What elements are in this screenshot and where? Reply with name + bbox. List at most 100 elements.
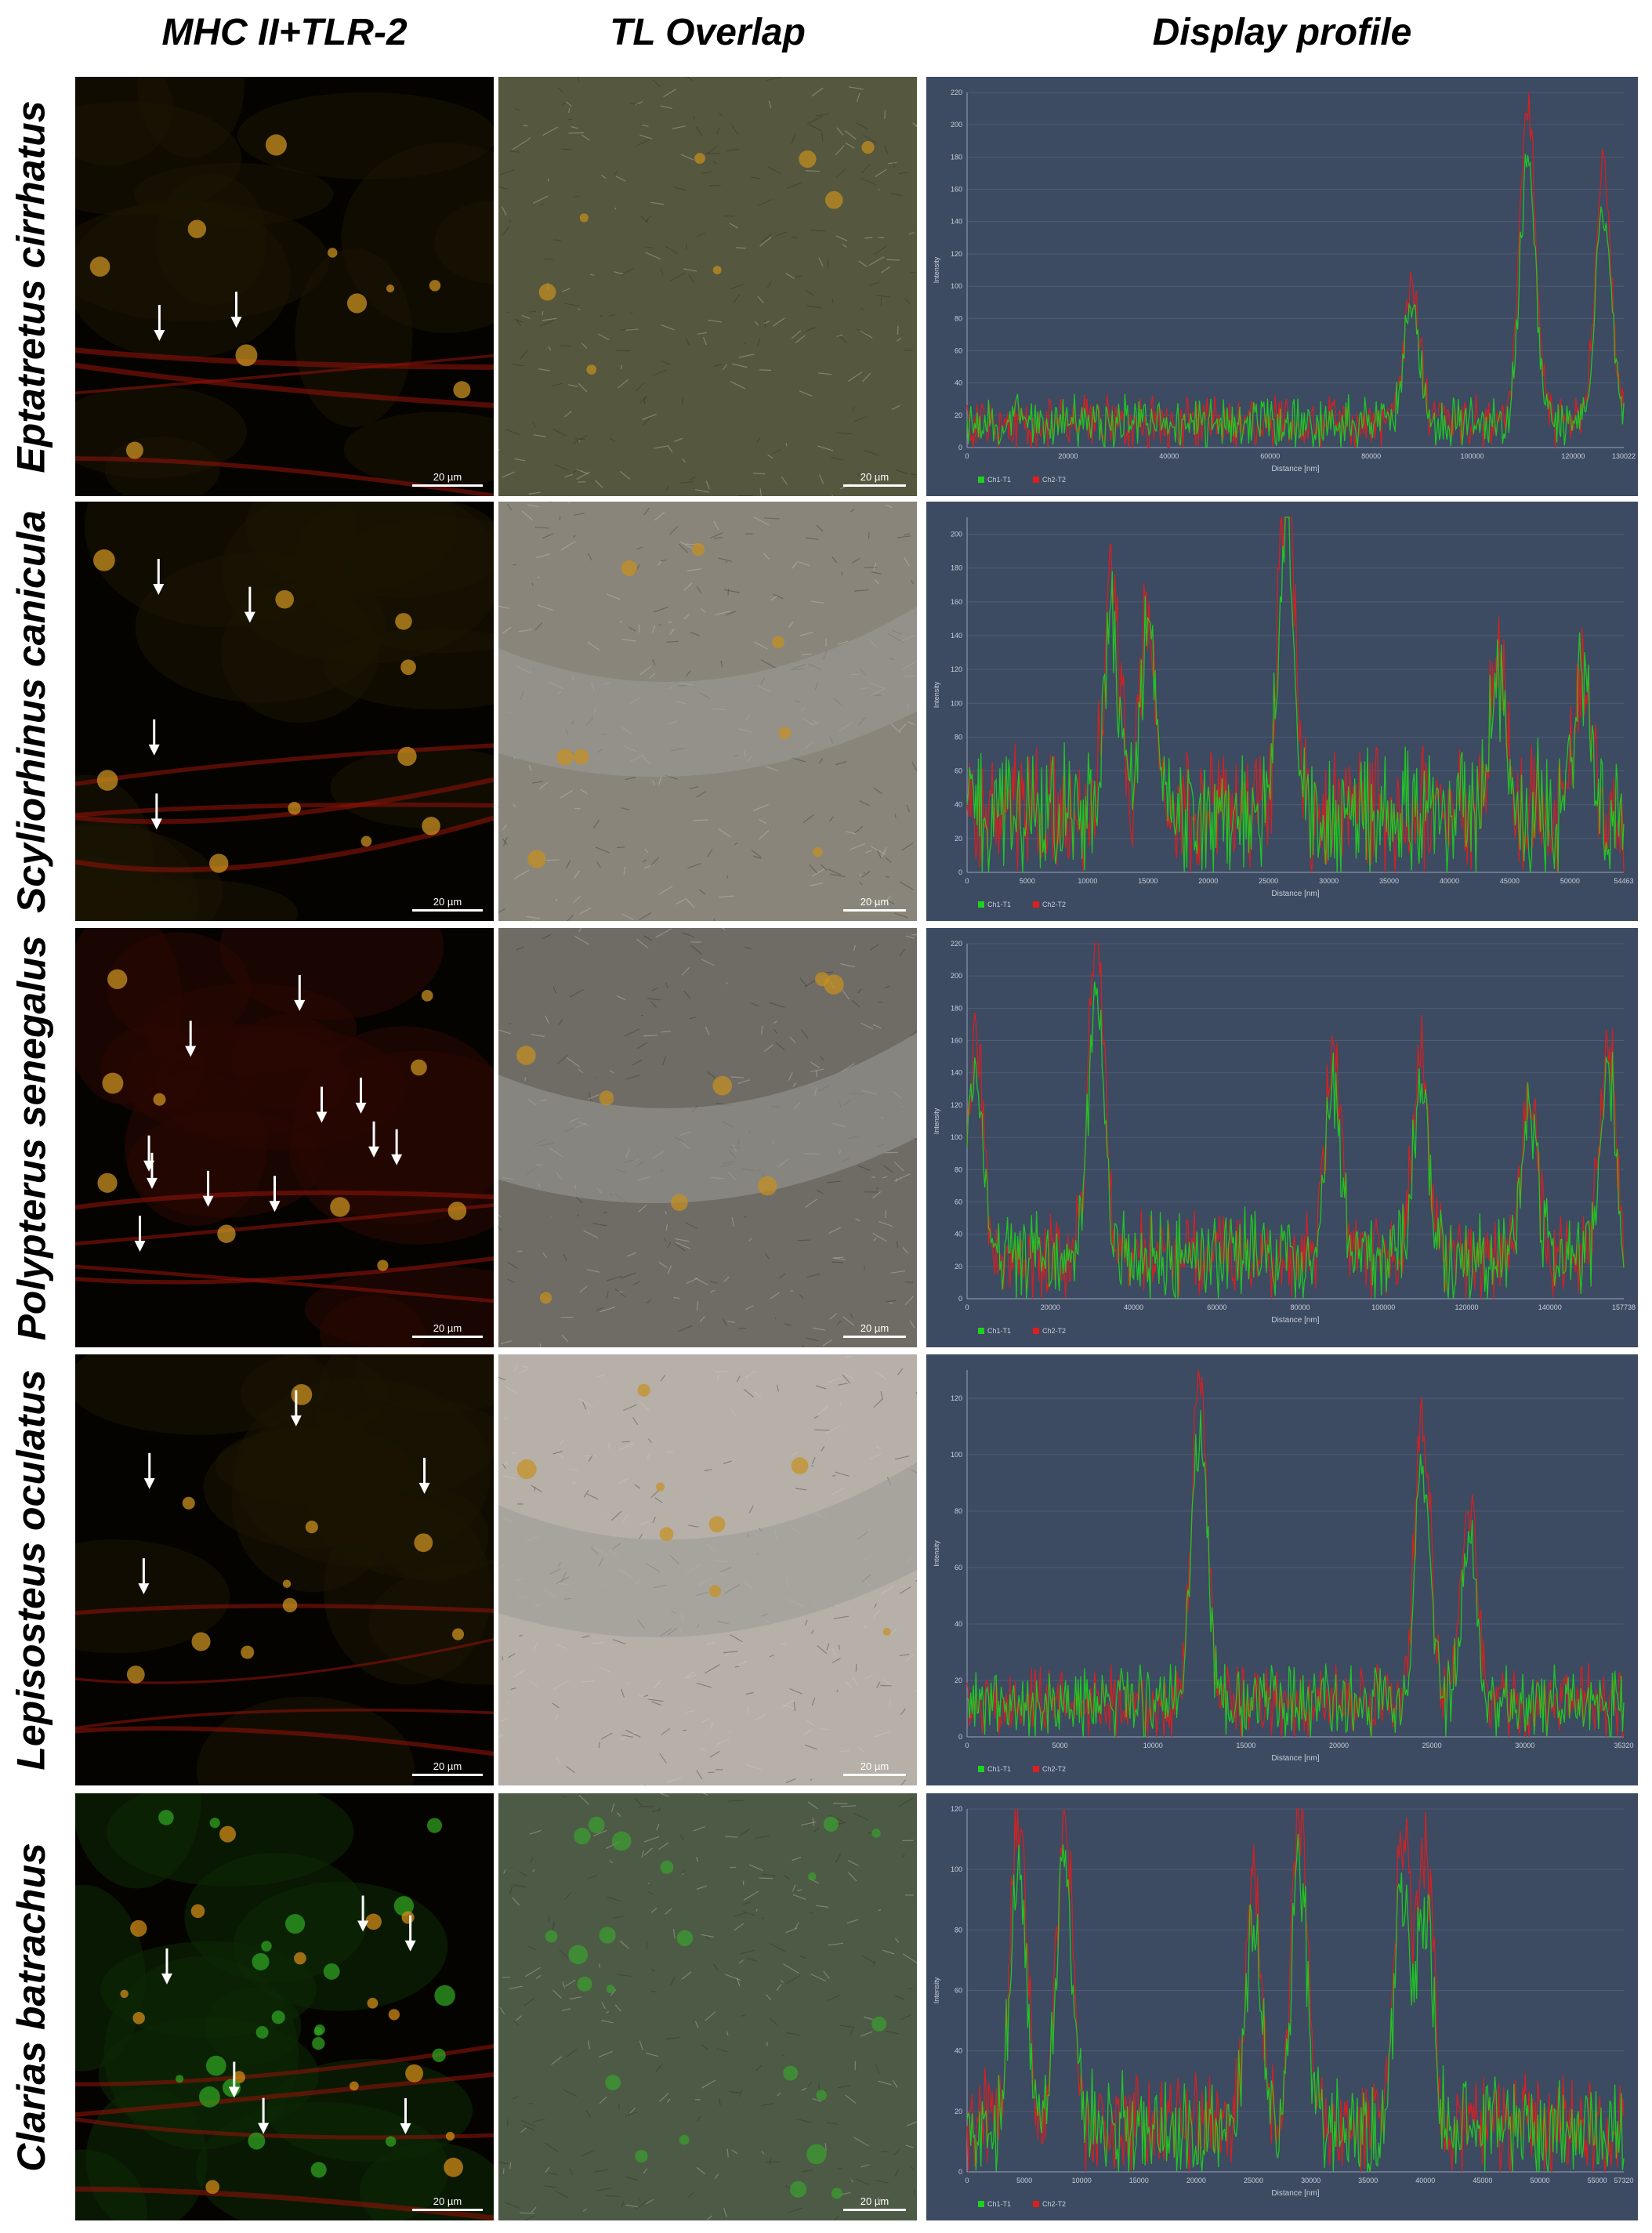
x-tick-label: 30000 xyxy=(1515,1742,1534,1749)
y-tick-label: 120 xyxy=(951,1101,962,1109)
x-tick-label: 15000 xyxy=(1129,2177,1149,2184)
y-tick-label: 40 xyxy=(955,2047,962,2055)
arrow-marker xyxy=(230,292,242,328)
arrow-marker xyxy=(143,1452,155,1489)
fluorescence-micrograph: 20 µm xyxy=(75,1354,494,1785)
fluorescence-micrograph: 20 µm xyxy=(75,502,494,921)
micrograph-image xyxy=(498,77,917,496)
y-tick-label: 60 xyxy=(955,1987,962,1995)
species-label: Lepisosteus oculatus xyxy=(0,1354,63,1785)
y-axis-label: Intensity xyxy=(933,1107,940,1134)
micrograph-image xyxy=(75,77,494,496)
x-tick-label: 80000 xyxy=(1290,1303,1310,1311)
y-tick-label: 0 xyxy=(958,2168,962,2176)
y-tick-label: 200 xyxy=(951,972,962,980)
y-tick-label: 160 xyxy=(951,186,962,194)
fluorescence-micrograph: 20 µm xyxy=(75,77,494,496)
arrow-marker xyxy=(185,1020,197,1057)
x-tick-label: 20000 xyxy=(1329,1742,1349,1749)
arrow-marker xyxy=(148,719,160,756)
scale-bar: 20 µm xyxy=(843,1322,906,1338)
y-tick-label: 20 xyxy=(955,1263,962,1271)
x-tick-label: 10000 xyxy=(1078,877,1097,885)
arrow-marker xyxy=(404,1915,416,1952)
legend-label: Ch1-T1 xyxy=(987,476,1011,484)
scale-bar-label: 20 µm xyxy=(860,2195,889,2207)
y-tick-label: 120 xyxy=(951,665,962,673)
scale-bar: 20 µm xyxy=(412,896,483,912)
species-name: Polypterus senegalus xyxy=(9,935,54,1340)
y-tick-label: 220 xyxy=(951,89,962,96)
x-tick-label: 25000 xyxy=(1244,2177,1263,2184)
arrow-marker xyxy=(202,1170,214,1207)
fluorescence-micrograph: 20 µm xyxy=(75,1793,494,2220)
legend-label: Ch1-T1 xyxy=(987,2200,1011,2208)
scale-bar-line xyxy=(412,2209,483,2211)
y-tick-label: 160 xyxy=(951,598,962,606)
species-name: Scyliorhinus canicula xyxy=(9,509,53,913)
arrow-marker xyxy=(357,1895,369,1932)
y-tick-label: 60 xyxy=(955,346,962,354)
arrow-marker xyxy=(150,793,162,830)
scale-bar: 20 µm xyxy=(412,471,483,487)
series-line-ch1 xyxy=(966,517,1625,873)
tl-overlap-micrograph: 20 µm xyxy=(498,1793,917,2220)
y-tick-label: 180 xyxy=(951,1004,962,1012)
arrow-marker xyxy=(138,1558,150,1595)
x-tick-label: 45000 xyxy=(1473,2177,1492,2184)
legend-swatch xyxy=(1033,2201,1039,2207)
legend-swatch xyxy=(1033,901,1039,908)
scale-bar-label: 20 µm xyxy=(860,1760,889,1772)
species-label: Clarias batrachus xyxy=(0,1793,63,2220)
column-header-profile: Display profile xyxy=(1152,12,1412,53)
y-axis-label: Intensity xyxy=(933,1977,940,2003)
arrow-marker xyxy=(368,1121,380,1158)
x-tick-label: 0 xyxy=(965,2177,969,2184)
y-tick-label: 0 xyxy=(958,1733,962,1741)
x-tick-label: 54463 xyxy=(1614,877,1633,885)
y-tick-label: 100 xyxy=(951,282,962,290)
y-tick-label: 160 xyxy=(951,1037,962,1045)
x-tick-label: 25000 xyxy=(1422,1742,1442,1749)
legend-label: Ch2-T2 xyxy=(1042,1765,1066,1773)
y-tick-label: 120 xyxy=(951,1394,962,1402)
scale-bar: 20 µm xyxy=(412,1760,483,1776)
arrow-marker xyxy=(146,1152,158,1189)
series-line-ch2 xyxy=(966,517,1625,873)
x-tick-label: 100000 xyxy=(1460,452,1484,460)
y-tick-label: 20 xyxy=(955,411,962,419)
arrow-marker xyxy=(269,1176,281,1213)
species-label: Polypterus senegalus xyxy=(0,928,63,1347)
y-tick-label: 140 xyxy=(951,1069,962,1077)
y-tick-label: 80 xyxy=(955,1926,962,1934)
arrow-marker xyxy=(290,1390,302,1426)
x-tick-label: 45000 xyxy=(1500,877,1520,885)
y-tick-label: 80 xyxy=(955,1507,962,1515)
x-tick-label: 60000 xyxy=(1207,1303,1226,1311)
scale-bar-label: 20 µm xyxy=(860,1322,889,1334)
scale-bar: 20 µm xyxy=(412,2195,483,2211)
x-tick-label: 20000 xyxy=(1198,877,1218,885)
y-tick-label: 140 xyxy=(951,632,962,640)
y-tick-label: 20 xyxy=(955,1677,962,1684)
scale-bar: 20 µm xyxy=(843,896,906,912)
profile-plot: 0 20 40 60 80 100 120 0 5000 10000 15000 20000 25000… xyxy=(933,1805,1634,2208)
scale-bar-line xyxy=(843,484,906,487)
x-tick-label: 40000 xyxy=(1124,1303,1143,1311)
arrow-marker xyxy=(391,1129,403,1165)
x-tick-label: 20000 xyxy=(1058,452,1078,460)
scale-bar: 20 µm xyxy=(412,1322,483,1338)
y-tick-label: 40 xyxy=(955,1620,962,1628)
scale-bar: 20 µm xyxy=(843,1760,906,1776)
scale-bar-label: 20 µm xyxy=(433,1760,462,1772)
y-tick-label: 180 xyxy=(951,153,962,161)
x-tick-label: 5000 xyxy=(1020,877,1035,885)
scale-bar: 20 µm xyxy=(843,2195,906,2211)
scale-bar-label: 20 µm xyxy=(860,471,889,483)
micrograph-image xyxy=(75,1354,494,1785)
y-tick-label: 120 xyxy=(951,1805,962,1813)
species-name: Clarias batrachus xyxy=(9,1842,54,2172)
x-tick-label: 25000 xyxy=(1259,877,1278,885)
species-name: Eptatretus cirrhatus xyxy=(9,100,53,473)
x-tick-label: 120000 xyxy=(1561,452,1585,460)
